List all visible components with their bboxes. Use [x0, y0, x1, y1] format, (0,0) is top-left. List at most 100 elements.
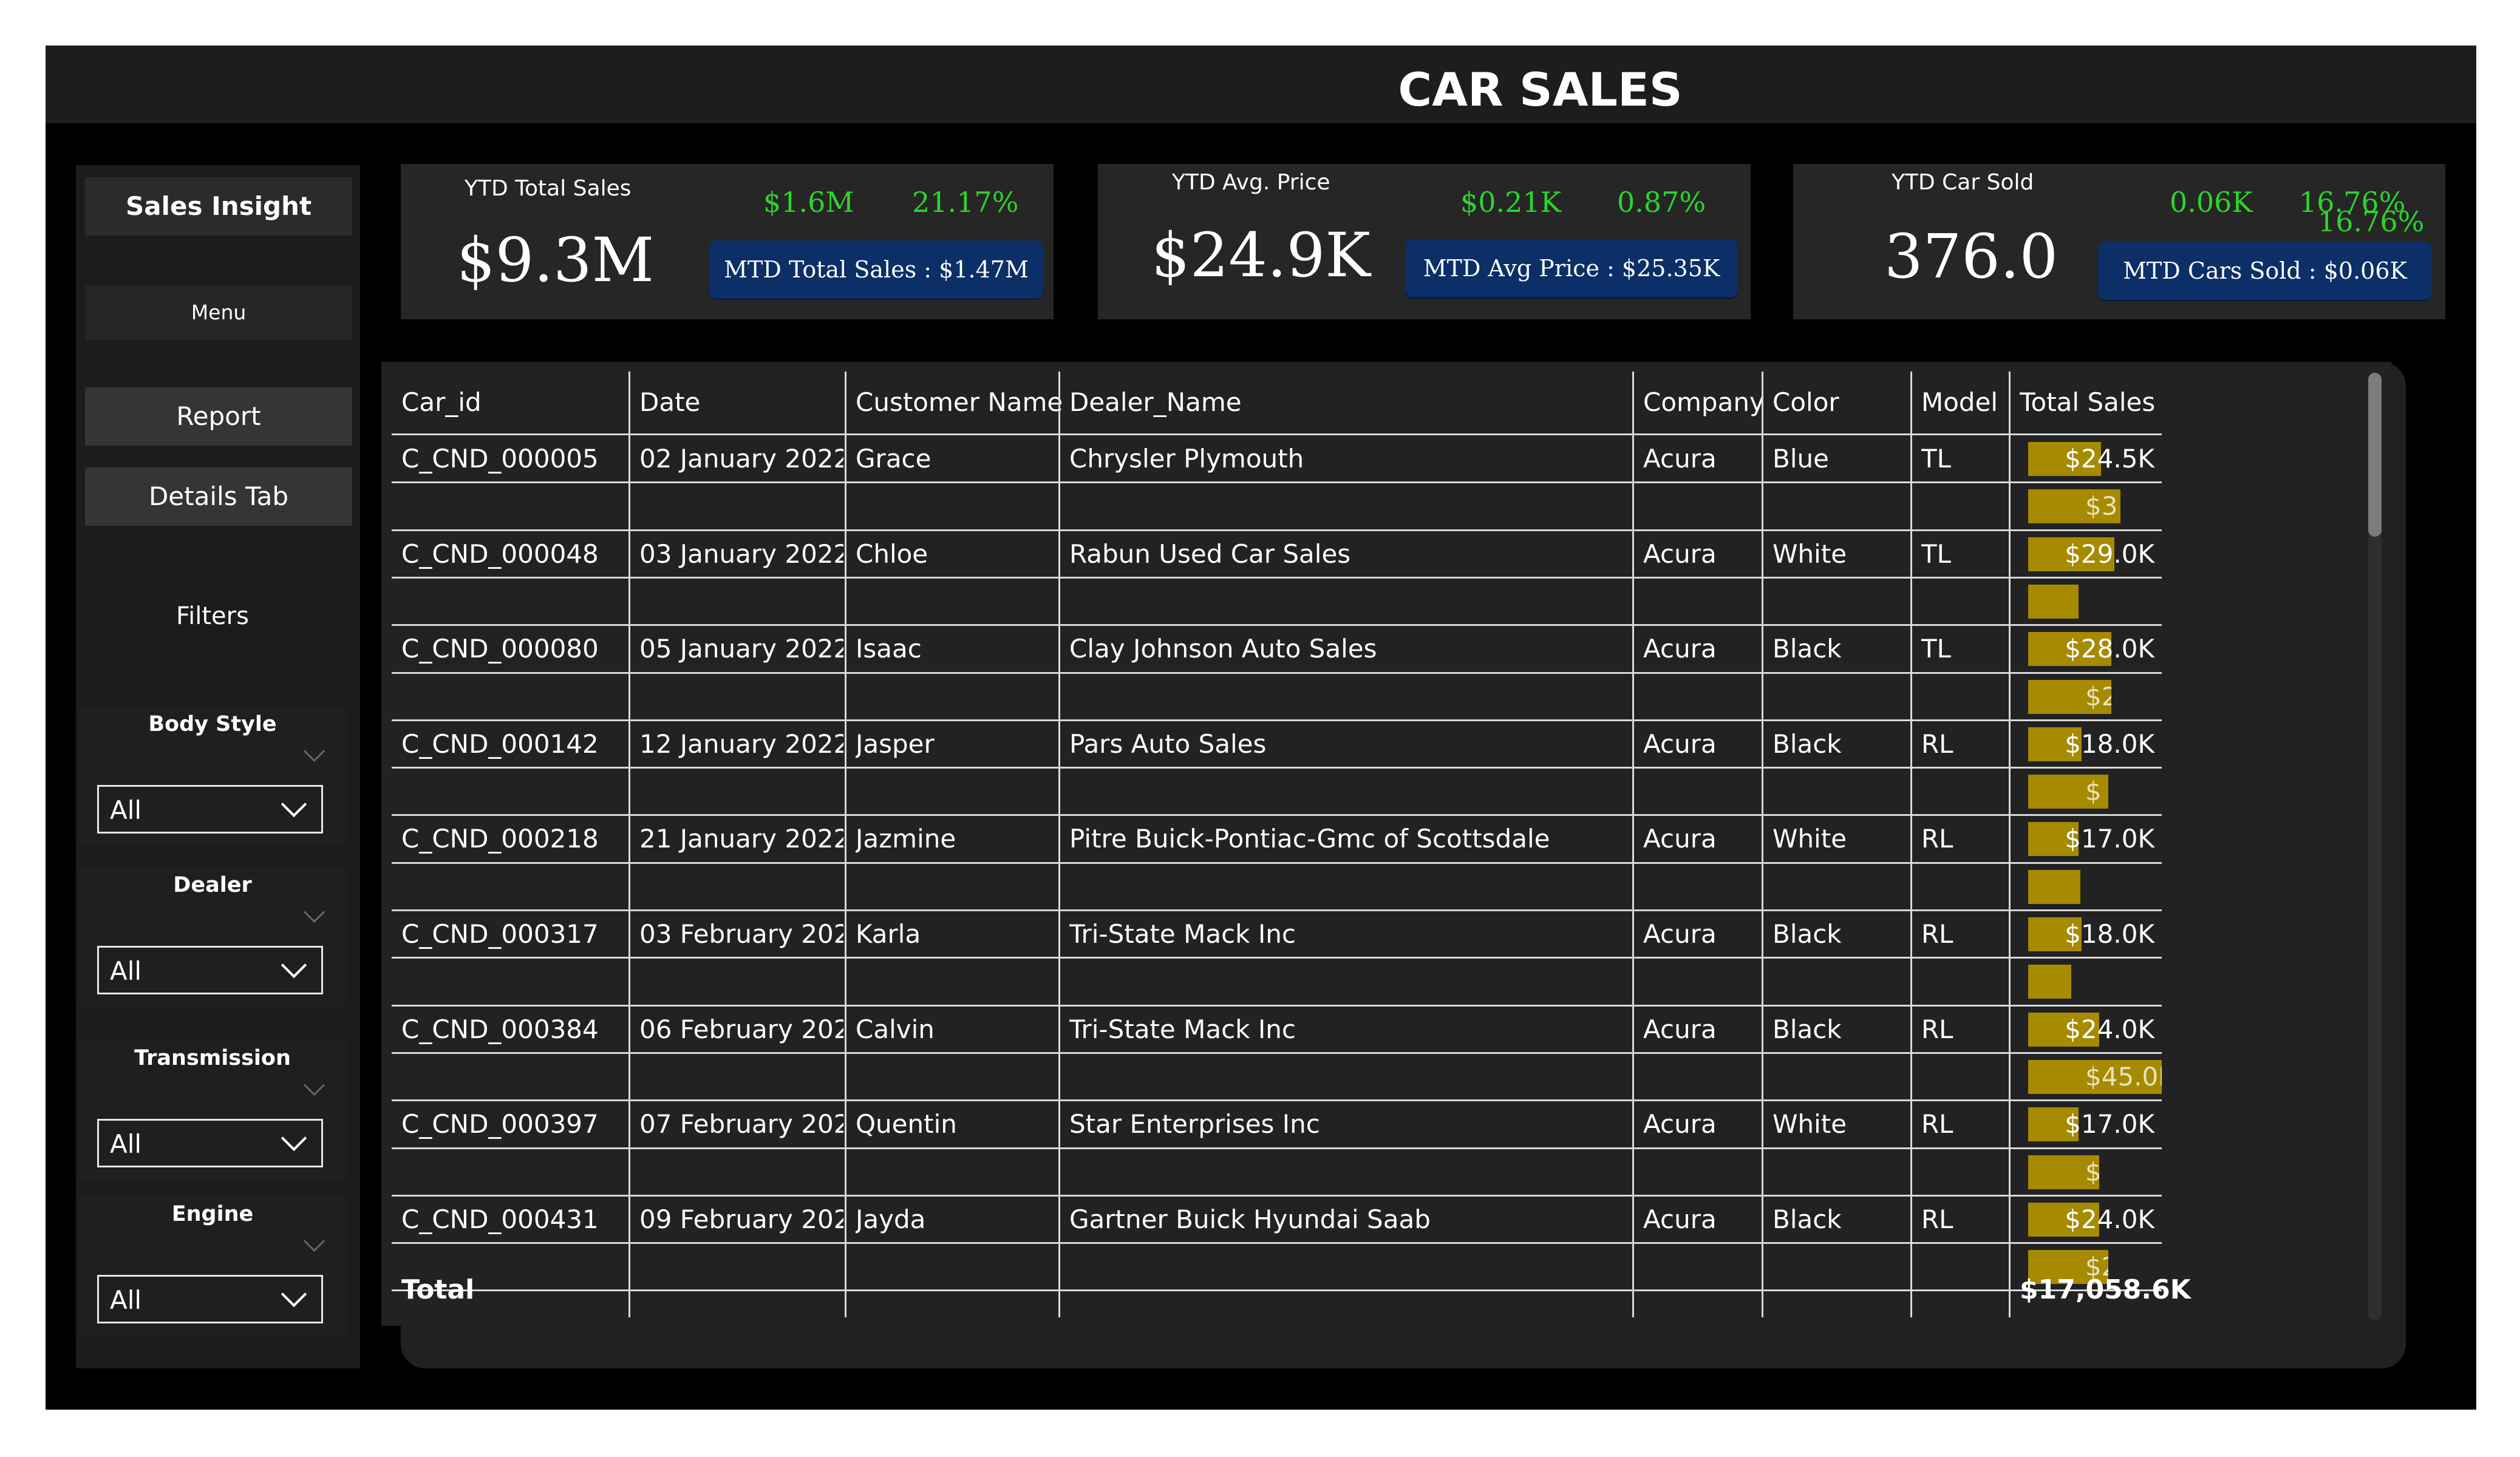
mtd-total-sales-button[interactable]: MTD Total Sales : $1.47M — [709, 240, 1043, 299]
table-cell-car-id: C_CND_000218 — [401, 824, 599, 854]
kpi-delta-value: $0.21K — [1460, 186, 1562, 219]
column-header-model[interactable]: Model — [1921, 387, 1998, 417]
filter-dealer: Dealer All — [79, 867, 346, 1007]
column-divider — [628, 372, 630, 1317]
table-cell-dealer-name — [1069, 958, 1631, 1005]
sales-label-clip: $31 — [2028, 487, 2120, 524]
table-cell-model — [1921, 863, 2007, 911]
chevron-down-icon[interactable] — [303, 740, 325, 762]
column-header-total-sales[interactable]: Total Sales — [2020, 387, 2156, 417]
column-header-color[interactable]: Color — [1773, 387, 1839, 417]
chevron-down-icon[interactable] — [303, 901, 325, 923]
table-cell-car-id — [401, 958, 627, 1005]
kpi-label: YTD Car Sold — [1892, 170, 2034, 195]
filter-body-style: Body Style All — [79, 706, 346, 846]
table-cell-model — [1921, 1149, 2007, 1196]
table-cell-model — [1921, 578, 2007, 625]
table-cell-dealer-name — [1069, 1243, 1631, 1291]
transmission-dropdown[interactable]: All — [97, 1119, 323, 1167]
kpi-card-total-sales: YTD Total Sales $9.3M $1.6M 21.17% MTD T… — [401, 164, 1054, 319]
column-divider — [2009, 372, 2011, 1317]
sales-label-clip: $17.0K — [2028, 820, 2186, 857]
total-value: $17,058.6K — [2020, 1274, 2191, 1305]
table-cell-color: White — [1773, 538, 1847, 569]
sales-data-bar — [2028, 632, 2111, 667]
table-cell-model: RL — [1921, 824, 1953, 854]
mtd-avg-price-button[interactable]: MTD Avg Price : $25.35K — [1405, 239, 1738, 297]
sales-label-clip: $ — [2028, 1153, 2099, 1190]
table-cell-company — [1643, 673, 1760, 721]
column-header-date[interactable]: Date — [639, 387, 701, 417]
table-cell-date: 02 January 2022 — [639, 444, 843, 474]
table-cell-dealer-name: Rabun Used Car Sales — [1069, 538, 1351, 569]
table-scrollbar-track[interactable] — [2368, 373, 2382, 1320]
kpi-label: YTD Total Sales — [465, 176, 632, 201]
sales-data-bar — [2028, 1012, 2100, 1047]
sales-value: $2 — [2085, 681, 2111, 712]
sales-data-bar — [2028, 489, 2120, 524]
sales-label-clip: $18.0K — [2028, 915, 2186, 952]
table-cell-dealer-name: Star Enterprises Inc — [1069, 1109, 1320, 1139]
table-cell-model: RL — [1921, 1204, 1953, 1234]
chevron-down-icon[interactable] — [303, 1074, 325, 1096]
column-header-company[interactable]: Company — [1643, 387, 1765, 417]
sales-value: $ — [2085, 1156, 2100, 1187]
sales-value: $24.0K — [2065, 1014, 2154, 1044]
sales-value: $29.0K — [2065, 538, 2154, 569]
header-divider — [392, 433, 2162, 435]
column-header-car-id[interactable]: Car_id — [401, 387, 482, 417]
table-cell-date — [639, 483, 843, 530]
row-divider — [392, 814, 2162, 817]
table-cell-car-id — [401, 483, 627, 530]
details-tab-button[interactable]: Details Tab — [85, 467, 352, 526]
column-divider — [1058, 372, 1060, 1317]
table-cell-model — [1921, 1053, 2007, 1101]
dealer-dropdown[interactable]: All — [97, 946, 323, 994]
table-cell-company — [1643, 578, 1760, 625]
table-cell-customer-name — [856, 1243, 1057, 1291]
sidebar-brand: Sales Insight — [85, 177, 352, 236]
table-cell-car-id: C_CND_000142 — [401, 728, 599, 759]
sales-value: $18.0K — [2065, 919, 2154, 949]
row-divider — [392, 1147, 2162, 1149]
sales-label-clip: $2 — [2028, 1248, 2108, 1285]
chevron-down-icon — [281, 1125, 307, 1152]
filter-transmission: Transmission All — [79, 1040, 346, 1180]
sales-data-bar — [2028, 727, 2082, 761]
table-cell-car-id — [401, 768, 627, 815]
table-cell-customer-name: Quentin — [856, 1109, 957, 1139]
sales-value: $45.0K — [2085, 1061, 2162, 1092]
body-style-dropdown[interactable]: All — [97, 785, 323, 834]
table-cell-company — [1643, 863, 1760, 911]
row-divider — [392, 1289, 2162, 1292]
table-cell-color: Black — [1773, 634, 1842, 664]
chevron-down-icon[interactable] — [303, 1230, 325, 1252]
table-cell-customer-name: Karla — [856, 919, 921, 949]
sales-label-clip: $45.0K — [2028, 1058, 2162, 1095]
column-divider — [1910, 372, 1912, 1317]
column-divider — [845, 372, 846, 1317]
filter-label: Body Style — [148, 712, 277, 736]
table-cell-model — [1921, 768, 2007, 815]
table-cell-company: Acura — [1643, 728, 1717, 759]
table-cell-customer-name: Grace — [856, 444, 931, 474]
chevron-down-icon — [281, 1281, 307, 1308]
table-cell-model — [1921, 483, 2007, 530]
column-divider — [1762, 372, 1763, 1317]
table-cell-dealer-name — [1069, 578, 1631, 625]
row-divider — [392, 1004, 2162, 1007]
sales-value: $28.0K — [2065, 634, 2154, 664]
filter-label: Dealer — [173, 873, 252, 897]
row-divider — [392, 719, 2162, 721]
table-cell-color: Blue — [1773, 444, 1829, 474]
table-cell-company — [1643, 768, 1760, 815]
report-button[interactable]: Report — [85, 387, 352, 446]
dropdown-value: All — [110, 1285, 142, 1315]
engine-dropdown[interactable]: All — [97, 1275, 323, 1323]
column-header-dealer-name[interactable]: Dealer_Name — [1069, 387, 1242, 417]
column-header-customer-name[interactable]: Customer Name — [856, 387, 1063, 417]
kpi-delta-pct: 0.87% — [1617, 186, 1706, 219]
mtd-cars-sold-button[interactable]: MTD Cars Sold : $0.06K — [2098, 242, 2432, 300]
table-cell-dealer-name: Chrysler Plymouth — [1069, 444, 1304, 474]
table-scrollbar-thumb[interactable] — [2368, 373, 2382, 537]
